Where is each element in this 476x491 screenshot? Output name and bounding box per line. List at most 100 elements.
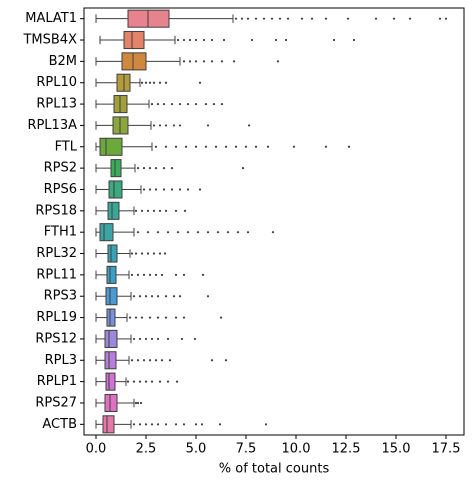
outlier	[271, 231, 275, 234]
outlier	[182, 316, 186, 319]
outlier	[182, 38, 186, 42]
outlier	[160, 273, 164, 276]
outlier	[154, 273, 158, 276]
outlier	[164, 316, 168, 319]
x-tick-label: 15.0	[382, 442, 411, 457]
x-tick-label: 2.5	[136, 442, 157, 457]
outlier	[144, 380, 148, 383]
outlier	[224, 145, 228, 148]
outlier	[130, 359, 134, 362]
y-tick-label: FTL	[55, 139, 78, 154]
x-tick-label: 17.5	[432, 442, 461, 457]
outlier	[188, 38, 192, 42]
outlier	[219, 316, 223, 319]
box	[104, 329, 118, 348]
outlier	[182, 60, 186, 63]
outlier	[196, 231, 200, 234]
outlier	[164, 423, 168, 426]
outlier	[164, 124, 168, 127]
outlier	[158, 81, 162, 84]
outlier	[170, 102, 174, 106]
outlier	[132, 295, 136, 298]
outlier	[148, 273, 152, 276]
outlier	[154, 359, 158, 362]
outlier	[130, 273, 134, 276]
outlier	[138, 295, 142, 298]
outlier	[247, 124, 251, 127]
outlier	[246, 231, 250, 234]
outlier	[164, 81, 168, 84]
box	[110, 159, 122, 178]
outlier	[210, 60, 214, 63]
outlier	[142, 167, 146, 170]
outlier	[150, 295, 154, 298]
outlier	[178, 188, 182, 191]
outlier	[202, 38, 206, 42]
outlier	[188, 60, 192, 63]
outlier	[168, 359, 172, 362]
outlier	[156, 231, 160, 234]
outlier	[234, 145, 238, 148]
outlier	[158, 380, 162, 383]
outlier	[226, 231, 230, 234]
outlier	[154, 188, 158, 191]
outlier	[218, 423, 222, 426]
outlier	[162, 188, 166, 191]
outlier	[206, 231, 210, 234]
box	[104, 393, 118, 413]
outlier	[183, 209, 187, 212]
y-tick-label: RPL3	[45, 353, 77, 368]
outlier	[286, 17, 290, 20]
plot-frame	[83, 7, 465, 436]
outlier	[224, 359, 228, 362]
outlier	[146, 252, 150, 255]
outlier	[186, 231, 190, 234]
outlier	[174, 423, 178, 426]
outlier	[144, 423, 148, 426]
box	[123, 30, 145, 50]
outlier	[266, 145, 270, 148]
outlier	[212, 102, 216, 106]
y-tick-label: RPS3	[44, 289, 77, 304]
outlier	[206, 124, 210, 127]
outlier	[163, 252, 167, 255]
outlier	[138, 337, 142, 341]
outlier	[148, 316, 152, 319]
outlier	[162, 102, 166, 106]
outlier	[170, 167, 174, 170]
y-tick-label: MALAT1	[25, 11, 77, 26]
outlier	[184, 145, 188, 148]
y-tick-label: RPS18	[35, 203, 77, 218]
box	[121, 52, 147, 71]
outlier	[210, 359, 214, 362]
outlier	[180, 337, 184, 341]
x-tick-label: 10.0	[282, 442, 311, 457]
outlier	[198, 188, 202, 191]
outlier	[156, 316, 160, 319]
outlier	[156, 423, 160, 426]
outlier	[241, 167, 245, 170]
outlier	[172, 295, 176, 298]
outlier	[324, 17, 328, 20]
outlier	[234, 17, 238, 20]
outlier	[310, 17, 314, 20]
outlier	[178, 124, 182, 127]
outlier	[278, 17, 282, 20]
outlier	[222, 38, 226, 42]
outlier	[142, 273, 146, 276]
outlier	[166, 380, 170, 383]
outlier	[136, 359, 140, 362]
outlier	[220, 102, 224, 106]
outlier	[254, 145, 258, 148]
outlier	[324, 145, 328, 148]
x-tick-label: 12.5	[332, 442, 361, 457]
outlier	[216, 231, 220, 234]
outlier	[146, 231, 150, 234]
box	[105, 287, 118, 306]
outlier	[128, 316, 132, 319]
outlier	[204, 102, 208, 106]
box	[102, 415, 115, 434]
outlier	[150, 337, 154, 341]
outlier	[140, 209, 144, 212]
outlier	[152, 124, 156, 127]
